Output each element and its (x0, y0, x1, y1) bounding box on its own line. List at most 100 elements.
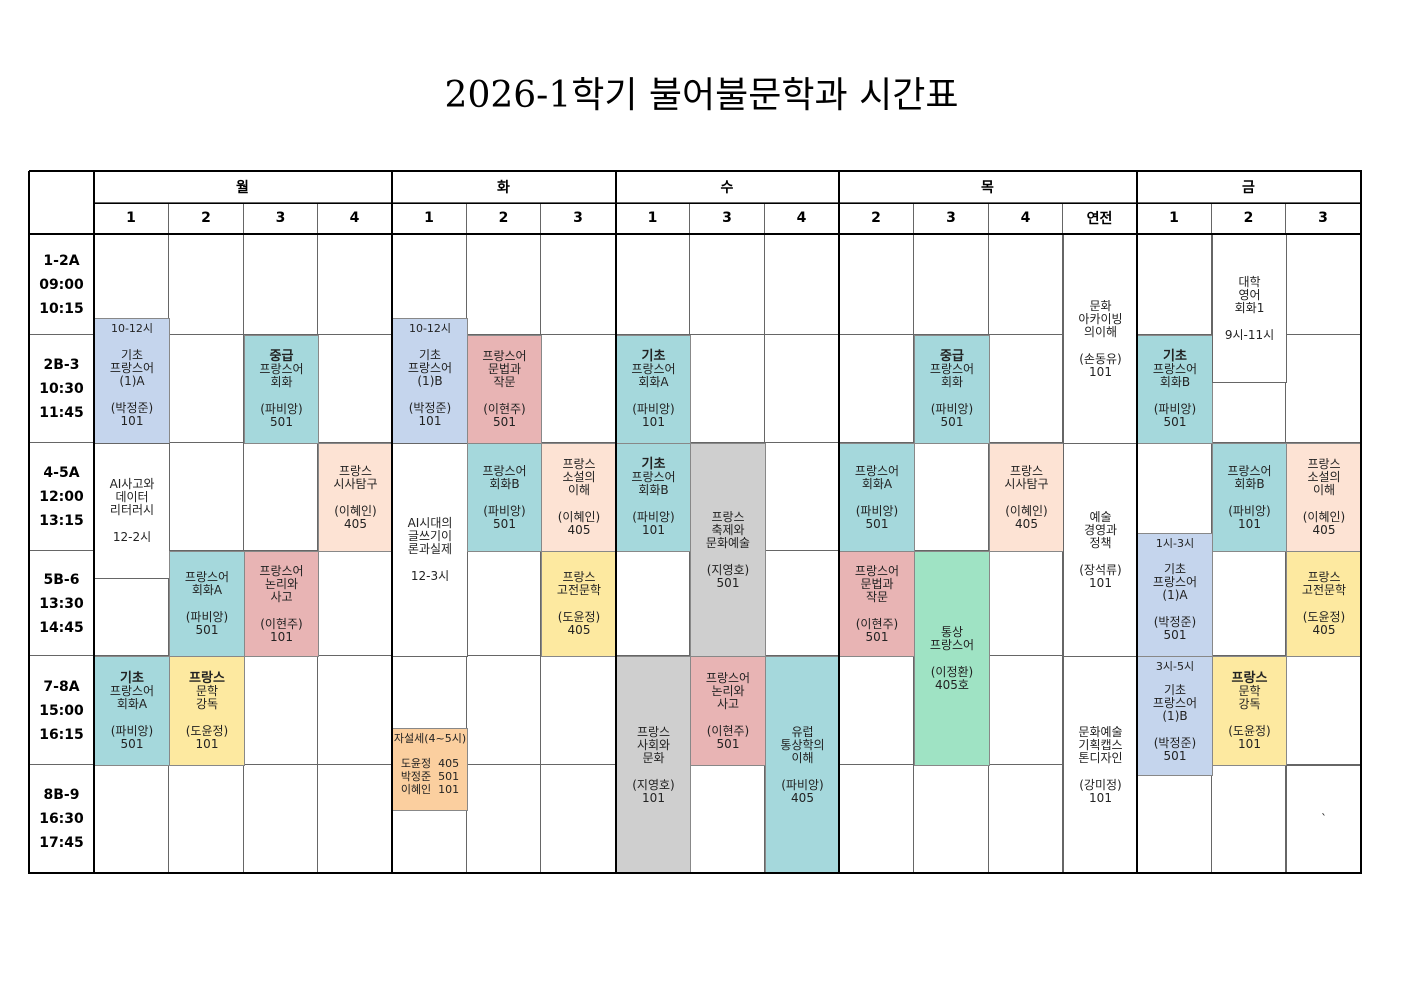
grid-cell (914, 765, 989, 873)
border-line (93, 171, 95, 874)
grid-cell (690, 765, 765, 873)
course-block: 프랑스어 문법과 작문 (이현주) 501 (467, 335, 542, 444)
course-title: 회화 (270, 375, 293, 389)
course-room: 405 (344, 516, 367, 531)
course-instructor: (손동유) (1079, 351, 1122, 366)
row-label-text: 13:15 (39, 513, 84, 529)
course-title: 문화예술 (1078, 724, 1123, 739)
course-title: 프랑스 (562, 457, 596, 471)
course-title: 이해 (791, 750, 814, 765)
course-instructor: (박정준) (408, 400, 452, 415)
grid-cell (169, 765, 244, 873)
border-line (29, 872, 1362, 874)
grid-cell (989, 234, 1063, 335)
course-room: 405 (567, 523, 591, 537)
grid-cell (989, 765, 1063, 873)
course-block: 프랑스 사회와 문화 (지영호) 101 (616, 656, 691, 874)
course-instructor: (박정준) (1153, 614, 1197, 629)
course-instructor: (파비앙) (110, 723, 154, 738)
course-block: 예술 경영과 정책 (장석류) 101 (1063, 443, 1138, 657)
period-header: 3 (690, 203, 765, 234)
course-block: 프랑스어 회화A (파비앙) 501 (169, 551, 245, 657)
grid-cell (616, 234, 690, 335)
course-instructor: (파비앙) (483, 503, 526, 518)
row-label-text: 14:45 (39, 619, 84, 636)
course-title: 작문 (865, 589, 889, 604)
course-title: 강독 (1238, 696, 1261, 711)
course-instructor: (파비앙) (1228, 503, 1271, 518)
row-label: 2B-3 10:30 11:45 (29, 335, 94, 443)
course-title: 기초 (641, 349, 666, 364)
course-title: 의이해 (1083, 324, 1118, 339)
course-title: 프랑스어 (631, 362, 676, 376)
course-block: 프랑스어 회화B (파비앙) 101 (1212, 443, 1287, 552)
course-title: 문화 (642, 750, 665, 765)
course-room: 405 (1312, 623, 1336, 637)
grid-cell (541, 765, 616, 873)
course-title: 프랑스어 (109, 360, 155, 375)
course-title: AI시대의 (407, 516, 453, 530)
course-instructor: (파비앙) (632, 402, 675, 416)
course-instructor: (이혜인) (1005, 503, 1048, 518)
row-label-text: 16:15 (39, 726, 84, 743)
course-title: 시사탐구 (1004, 476, 1049, 491)
course-title: 프랑스어 (1152, 362, 1198, 376)
course-title: 프랑스 (1231, 670, 1268, 686)
course-time: 10-12시 (110, 322, 154, 335)
course-title: 회화A (638, 375, 669, 389)
course-title: 정책 (1089, 535, 1112, 550)
grid-cell (169, 234, 244, 335)
course-instructor: (도윤정) (1302, 610, 1346, 624)
course-instructor: (이혜인) (1302, 510, 1346, 524)
course-instructor: (지영호) (632, 777, 675, 792)
grid-cell (467, 551, 541, 656)
course-block: 유럽 통상학의 이해 (파비앙) 405 (765, 656, 840, 874)
grid-cell (318, 765, 392, 873)
course-title: 프랑스어 (1227, 463, 1272, 478)
course-title: 기초 (120, 670, 144, 686)
course-title: 기초 (418, 347, 442, 362)
row-label-text: 16:30 (39, 811, 84, 827)
period-header: 1 (392, 203, 467, 234)
grid-cell (839, 335, 914, 443)
course-block: 프랑스 시사탐구 (이혜인) 405 (989, 443, 1064, 552)
grid-cell (169, 443, 244, 551)
course-title: 프랑스어 (482, 349, 527, 363)
course-block: 프랑스 소설의 이해 (이혜인) 405 (541, 443, 617, 552)
course-title: 사고 (270, 589, 293, 604)
period-header: 2 (839, 203, 914, 234)
day-header: 금 (1137, 171, 1361, 203)
border-line (29, 170, 1362, 172)
course-instructor: (파비앙) (185, 610, 229, 624)
grid-cell (541, 656, 616, 765)
grid-cell (467, 656, 541, 765)
course-title: 문법과 (487, 362, 522, 376)
course-block: 프랑스 고전문학 (도윤정) 405 (541, 551, 617, 657)
course-title: 중급 (940, 349, 964, 364)
course-title: 논리와 (264, 576, 299, 591)
course-title: 통상학의 (780, 737, 825, 752)
grid-cell (318, 656, 392, 765)
course-block: 기초 프랑스어 회화B (파비앙) 101 (616, 443, 691, 552)
course-room: 501 (865, 516, 889, 531)
period-header: 3 (541, 203, 616, 234)
row-label: 7-8A 15:00 16:15 (29, 656, 94, 765)
course-title: (1)A (119, 373, 145, 388)
course-title: 프랑스어 (705, 670, 751, 685)
course-title: 유럽 (791, 724, 814, 739)
course-room: 405 (1015, 516, 1038, 531)
course-title: 프랑스어 (184, 570, 230, 584)
grid-cell (94, 765, 169, 873)
grid-cell (765, 443, 839, 551)
course-block: 프랑스어 회화A (파비앙) 501 (839, 443, 915, 552)
course-time: 1시-3시 (1155, 537, 1195, 550)
course-title: 회화 (940, 375, 964, 389)
border-line (615, 171, 617, 874)
period-header: 연전 (1063, 203, 1137, 234)
course-title: 프랑스 (1307, 570, 1341, 584)
course-entry: 박정준 501 (400, 770, 460, 783)
course-title: 회화A (861, 476, 893, 491)
day-header: 수 (616, 171, 839, 203)
course-instructor: (이혜인) (557, 510, 601, 524)
row-label: 5B-6 13:30 14:45 (29, 551, 94, 656)
